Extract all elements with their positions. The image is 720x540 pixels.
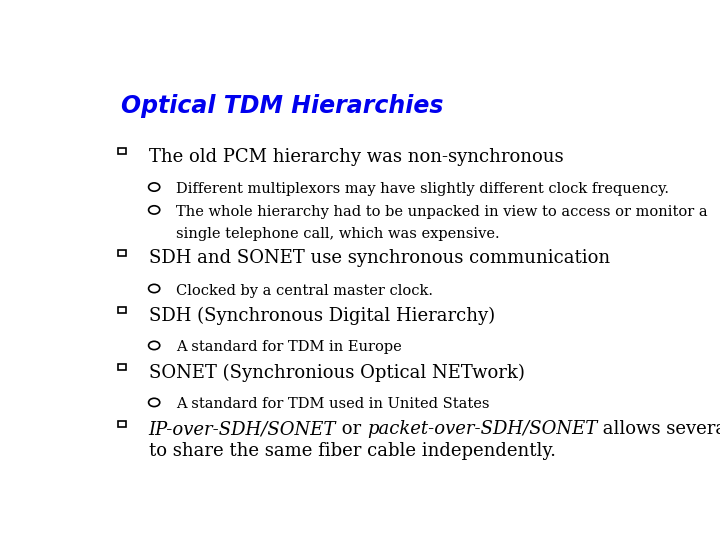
- Text: to share the same fiber cable independently.: to share the same fiber cable independen…: [148, 442, 556, 460]
- Text: Optical TDM Hierarchies: Optical TDM Hierarchies: [121, 94, 444, 118]
- Text: SONET (Synchronious Optical NETwork): SONET (Synchronious Optical NETwork): [148, 363, 524, 382]
- Text: IP-over-SDH/SONET: IP-over-SDH/SONET: [148, 420, 336, 438]
- Circle shape: [148, 399, 160, 407]
- FancyBboxPatch shape: [118, 364, 126, 370]
- Text: The old PCM hierarchy was non-synchronous: The old PCM hierarchy was non-synchronou…: [148, 148, 563, 166]
- Text: or: or: [336, 420, 367, 438]
- FancyBboxPatch shape: [118, 250, 126, 256]
- Circle shape: [148, 183, 160, 191]
- Text: Different multiplexors may have slightly different clock frequency.: Different multiplexors may have slightly…: [176, 182, 670, 196]
- Text: single telephone call, which was expensive.: single telephone call, which was expensi…: [176, 227, 500, 240]
- Text: A standard for TDM used in United States: A standard for TDM used in United States: [176, 397, 490, 411]
- FancyBboxPatch shape: [118, 421, 126, 427]
- Text: packet-over-SDH/SONET: packet-over-SDH/SONET: [367, 420, 597, 438]
- Text: SDH (Synchronous Digital Hierarchy): SDH (Synchronous Digital Hierarchy): [148, 306, 495, 325]
- Circle shape: [148, 285, 160, 293]
- Text: The whole hierarchy had to be unpacked in view to access or monitor a: The whole hierarchy had to be unpacked i…: [176, 205, 708, 219]
- Text: SDH and SONET use synchronous communication: SDH and SONET use synchronous communicat…: [148, 249, 610, 267]
- Text: A standard for TDM in Europe: A standard for TDM in Europe: [176, 341, 402, 354]
- Text: Clocked by a central master clock.: Clocked by a central master clock.: [176, 284, 433, 298]
- Text: allows several ISP:s: allows several ISP:s: [597, 420, 720, 438]
- FancyBboxPatch shape: [118, 307, 126, 313]
- Circle shape: [148, 206, 160, 214]
- FancyBboxPatch shape: [118, 148, 126, 154]
- Circle shape: [148, 341, 160, 349]
